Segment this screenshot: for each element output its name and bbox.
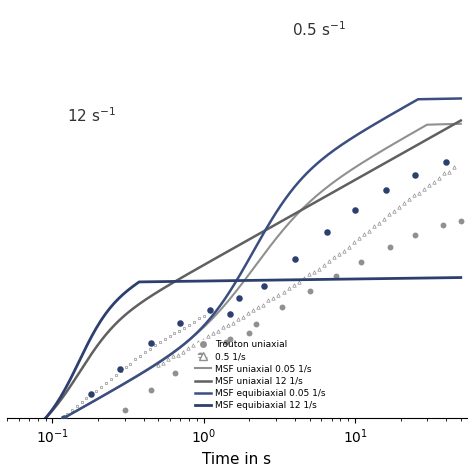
Point — [411, 171, 419, 179]
Point — [61, 414, 68, 421]
X-axis label: Time in s: Time in s — [202, 452, 272, 467]
Point — [386, 244, 394, 251]
Point — [323, 228, 330, 236]
Point — [147, 339, 155, 346]
Point — [197, 351, 204, 358]
Point — [291, 255, 299, 262]
Point — [357, 258, 365, 266]
Point — [246, 330, 253, 337]
Legend: Trouton uniaxial, 0.5 1/s, MSF uniaxial 0.05 1/s, MSF uniaxial 12 1/s, MSF equib: Trouton uniaxial, 0.5 1/s, MSF uniaxial … — [191, 337, 329, 414]
Point — [227, 310, 234, 318]
Point — [306, 287, 313, 295]
Point — [439, 221, 447, 228]
Point — [278, 303, 286, 311]
Point — [235, 294, 242, 301]
Point — [172, 369, 179, 376]
Point — [116, 365, 124, 373]
Point — [252, 320, 259, 328]
Point — [222, 338, 230, 346]
Point — [227, 336, 234, 343]
Point — [382, 186, 390, 194]
Point — [87, 391, 95, 398]
Point — [332, 272, 340, 279]
Point — [49, 462, 56, 470]
Point — [121, 406, 128, 413]
Point — [351, 207, 359, 214]
Point — [457, 217, 465, 225]
Text: $0.5\ \mathrm{s}^{-1}$: $0.5\ \mathrm{s}^{-1}$ — [292, 20, 346, 39]
Point — [34, 435, 42, 443]
Text: $12\ \mathrm{s}^{-1}$: $12\ \mathrm{s}^{-1}$ — [67, 106, 116, 125]
Point — [147, 386, 155, 394]
Point — [206, 306, 214, 314]
Point — [442, 158, 450, 166]
Point — [200, 353, 208, 360]
Point — [94, 426, 102, 433]
Point — [71, 444, 78, 451]
Point — [176, 319, 184, 327]
Point — [260, 282, 268, 290]
Point — [411, 232, 419, 239]
